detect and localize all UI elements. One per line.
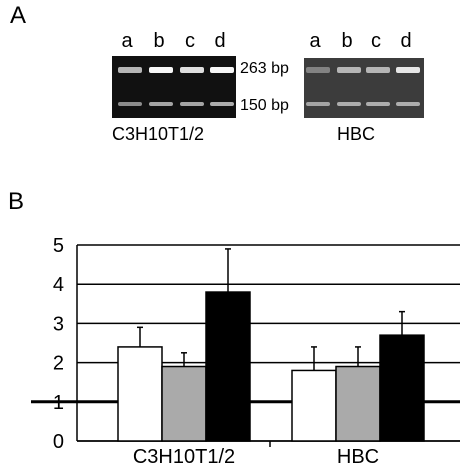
x-category-label: HBC	[337, 446, 379, 466]
lane-label: d	[214, 30, 226, 52]
gel-band-150	[180, 102, 204, 106]
gel-band-150	[396, 102, 420, 106]
gel-image	[112, 56, 236, 118]
gel-label: C3H10T1/2	[112, 124, 205, 144]
bar	[335, 365, 381, 442]
gel-band-263	[306, 67, 330, 73]
lane-label: c	[185, 30, 195, 52]
lane-label: b	[153, 30, 165, 52]
y-tick-label: 2	[53, 353, 64, 375]
gel-band-263	[366, 67, 390, 73]
gel-band-150	[366, 102, 390, 106]
bar	[205, 291, 251, 442]
marker-263: 263 bp	[240, 60, 289, 77]
lane-label: b	[341, 30, 353, 52]
x-category-label: C3H10T1/2	[133, 446, 235, 466]
gel-band-150	[210, 102, 234, 106]
y-tick-label: 4	[53, 274, 64, 296]
gel-image	[304, 58, 424, 118]
gel-label: HBC	[337, 124, 376, 144]
gel-band-263	[180, 67, 204, 73]
y-tick-label: 3	[53, 313, 64, 335]
gel-band-263	[396, 67, 420, 73]
gel-band-150	[306, 102, 330, 106]
panel-b-label: B	[8, 188, 25, 215]
gel-band-263	[337, 67, 361, 73]
lane-label: a	[121, 30, 133, 52]
panel-a-label: A	[10, 2, 27, 29]
gel-band-150	[118, 102, 142, 106]
bar	[291, 369, 337, 442]
lane-label: c	[371, 30, 381, 52]
gel-background	[112, 56, 236, 118]
lane-label: d	[400, 30, 412, 52]
gel-band-263	[118, 67, 142, 73]
lane-label: a	[309, 30, 321, 52]
marker-150: 150 bp	[240, 97, 289, 114]
y-tick-label: 1	[53, 392, 64, 414]
bar	[161, 365, 207, 442]
gel-band-263	[210, 67, 234, 73]
bar	[379, 334, 425, 442]
gel-band-263	[149, 67, 173, 73]
y-tick-label: 5	[53, 235, 64, 257]
gel-band-150	[337, 102, 361, 106]
y-tick-label: 0	[53, 431, 64, 453]
gel-band-150	[149, 102, 173, 106]
bar	[117, 346, 163, 442]
